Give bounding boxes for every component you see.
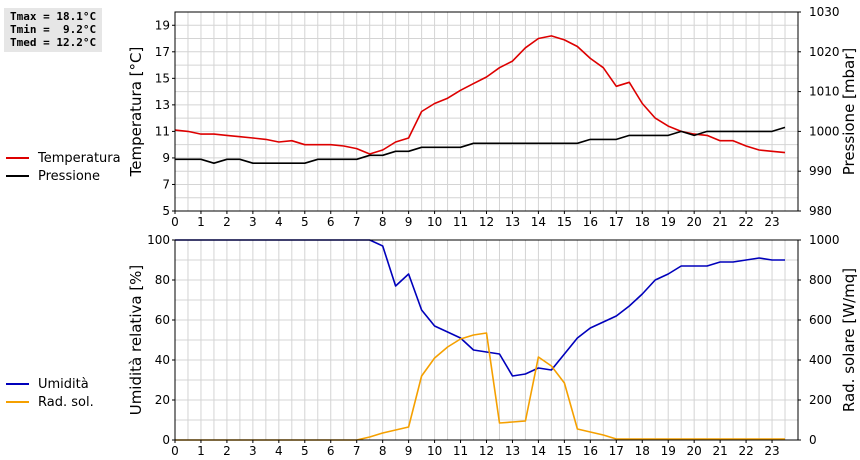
y-tick-label-left: 80 — [155, 273, 170, 287]
x-tick-label: 9 — [405, 215, 413, 229]
x-tick-label: 10 — [427, 215, 442, 229]
x-tick-label: 0 — [171, 444, 179, 458]
x-tick-label: 4 — [275, 444, 283, 458]
x-tick-label: 6 — [327, 215, 335, 229]
x-tick-label: 17 — [609, 444, 624, 458]
y-tick-label-left: 9 — [162, 151, 170, 165]
y-tick-label-left: 0 — [162, 433, 170, 447]
y-tick-label-right: 1020 — [809, 45, 840, 59]
y-tick-label-right: 200 — [809, 393, 832, 407]
x-tick-label: 6 — [327, 444, 335, 458]
legend-label: Pressione — [38, 169, 100, 184]
y-tick-label-left: 5 — [162, 204, 170, 218]
legend-label: Umidità — [38, 377, 89, 392]
x-tick-label: 11 — [453, 444, 468, 458]
y-tick-label-left: 15 — [155, 71, 170, 85]
x-tick-label: 5 — [301, 215, 309, 229]
x-tick-label: 12 — [479, 444, 494, 458]
x-tick-label: 13 — [505, 215, 520, 229]
x-tick-label: 18 — [635, 444, 650, 458]
y-tick-label-right: 1030 — [809, 5, 840, 19]
y-tick-label-right: 400 — [809, 353, 832, 367]
x-tick-label: 9 — [405, 444, 413, 458]
y-tick-label-right: 1000 — [809, 124, 840, 138]
x-tick-label: 23 — [764, 215, 779, 229]
x-tick-label: 15 — [557, 444, 572, 458]
x-tick-label: 7 — [353, 215, 361, 229]
x-tick-label: 5 — [301, 444, 309, 458]
y-axis-title-right: Rad. solare [W/mq] — [840, 268, 858, 412]
y-tick-label-left: 19 — [155, 18, 170, 32]
x-tick-label: 2 — [223, 444, 231, 458]
y-tick-label-right: 800 — [809, 273, 832, 287]
x-tick-label: 11 — [453, 215, 468, 229]
y-axis-title-left: Temperatura [°C] — [127, 47, 145, 178]
series-line-pressione — [175, 126, 786, 164]
x-tick-label: 17 — [609, 215, 624, 229]
x-tick-label: 23 — [764, 444, 779, 458]
y-axis-title-right: Pressione [mbar] — [840, 48, 858, 176]
x-tick-label: 21 — [712, 444, 727, 458]
x-tick-label: 1 — [197, 215, 205, 229]
x-tick-label: 12 — [479, 215, 494, 229]
x-tick-label: 2 — [223, 215, 231, 229]
y-tick-label-right: 1010 — [809, 85, 840, 99]
tmed-label: Tmed = 12.2°C — [10, 36, 97, 49]
y-tick-label-right: 990 — [809, 164, 832, 178]
x-tick-label: 22 — [738, 215, 753, 229]
x-tick-label: 0 — [171, 215, 179, 229]
chart-temperature-pressure: 0 1 2 3 4 5 6 7 8 9 10 11 12 13 14 15 16 17 18 19 20 21 22 2357… — [6, 5, 858, 229]
y-tick-label-left: 7 — [162, 177, 170, 191]
tmax-label: Tmax = 18.1°C — [10, 10, 97, 23]
x-tick-label: 15 — [557, 215, 572, 229]
x-tick-label: 8 — [379, 444, 387, 458]
x-tick-label: 22 — [738, 444, 753, 458]
x-tick-label: 20 — [687, 444, 702, 458]
x-tick-label: 14 — [531, 444, 546, 458]
y-tick-label-right: 980 — [809, 204, 832, 218]
x-tick-label: 8 — [379, 215, 387, 229]
legend-label: Rad. sol. — [38, 395, 94, 410]
y-tick-label-right: 0 — [809, 433, 817, 447]
x-tick-label: 4 — [275, 215, 283, 229]
x-tick-label: 19 — [661, 444, 676, 458]
y-tick-label-left: 60 — [155, 313, 170, 327]
x-tick-label: 16 — [583, 444, 598, 458]
chart-humidity-solar: 0 1 2 3 4 5 6 7 8 9 10 11 12 13 14 15 16 17 18 19 20 21 22 2302… — [6, 233, 858, 458]
y-tick-label-left: 17 — [155, 45, 170, 59]
x-tick-label: 10 — [427, 444, 442, 458]
x-tick-label: 14 — [531, 215, 546, 229]
y-tick-label-left: 20 — [155, 393, 170, 407]
y-tick-label-left: 100 — [147, 233, 170, 247]
x-tick-label: 16 — [583, 215, 598, 229]
x-tick-label: 13 — [505, 444, 520, 458]
y-tick-label-left: 40 — [155, 353, 170, 367]
y-tick-label-right: 600 — [809, 313, 832, 327]
y-axis-title-left: Umidità relativa [%] — [127, 265, 145, 416]
x-tick-label: 18 — [635, 215, 650, 229]
y-tick-label-left: 13 — [155, 98, 170, 112]
y-tick-label-left: 11 — [155, 124, 170, 138]
x-tick-label: 19 — [661, 215, 676, 229]
x-tick-label: 3 — [249, 444, 257, 458]
x-tick-label: 1 — [197, 444, 205, 458]
legend-label: Temperatura — [37, 151, 121, 166]
stats-box: Tmax = 18.1°C Tmin = 9.2°C Tmed = 12.2°C — [4, 8, 103, 52]
x-tick-label: 3 — [249, 215, 257, 229]
x-tick-label: 21 — [712, 215, 727, 229]
x-tick-label: 7 — [353, 444, 361, 458]
x-tick-label: 20 — [687, 215, 702, 229]
tmin-label: Tmin = 9.2°C — [10, 23, 97, 36]
y-tick-label-right: 1000 — [809, 233, 840, 247]
